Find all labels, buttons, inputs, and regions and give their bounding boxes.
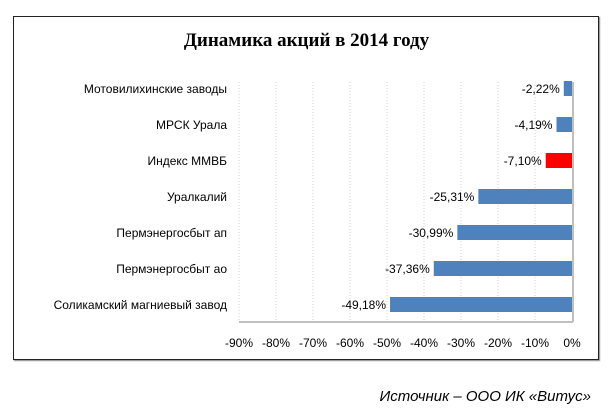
x-tick-label: -70% [299,336,327,350]
data-label: -25,31% [430,190,475,204]
bar [457,225,572,240]
x-tick-label: -60% [336,336,364,350]
x-tick-label: -30% [447,336,475,350]
chart-frame [13,16,599,360]
bar [556,117,572,132]
category-label: Пермэнергосбыт ао [116,262,227,276]
x-tick-label: -10% [521,336,549,350]
data-label: -4,19% [514,118,552,132]
source-note: Источник – ООО ИК «Витус» [379,388,591,405]
category-label: Уралкалий [167,190,227,204]
data-label: -7,10% [504,154,542,168]
bar [563,81,572,96]
x-tick-label: -50% [373,336,401,350]
bar [390,297,572,312]
bar [433,261,572,276]
x-tick-label: 0% [563,336,581,350]
data-label: -30,99% [409,226,454,240]
bar [478,189,572,204]
data-label: -37,36% [385,262,430,276]
x-tick-label: -80% [262,336,290,350]
category-label: Соликамский магниевый завод [54,298,227,312]
bar [545,153,572,168]
category-label: Индекс ММВБ [147,154,227,168]
category-label: Мотовилихинские заводы [84,82,227,96]
category-label: Пермэнергосбыт ап [116,226,227,240]
x-tick-label: -90% [225,336,253,350]
category-label: МРСК Урала [156,118,227,132]
x-tick-label: -20% [484,336,512,350]
data-label: -2,22% [522,82,560,96]
x-tick-label: -40% [410,336,438,350]
data-label: -49,18% [341,298,386,312]
chart-title: Динамика акций в 2014 году [183,30,430,51]
